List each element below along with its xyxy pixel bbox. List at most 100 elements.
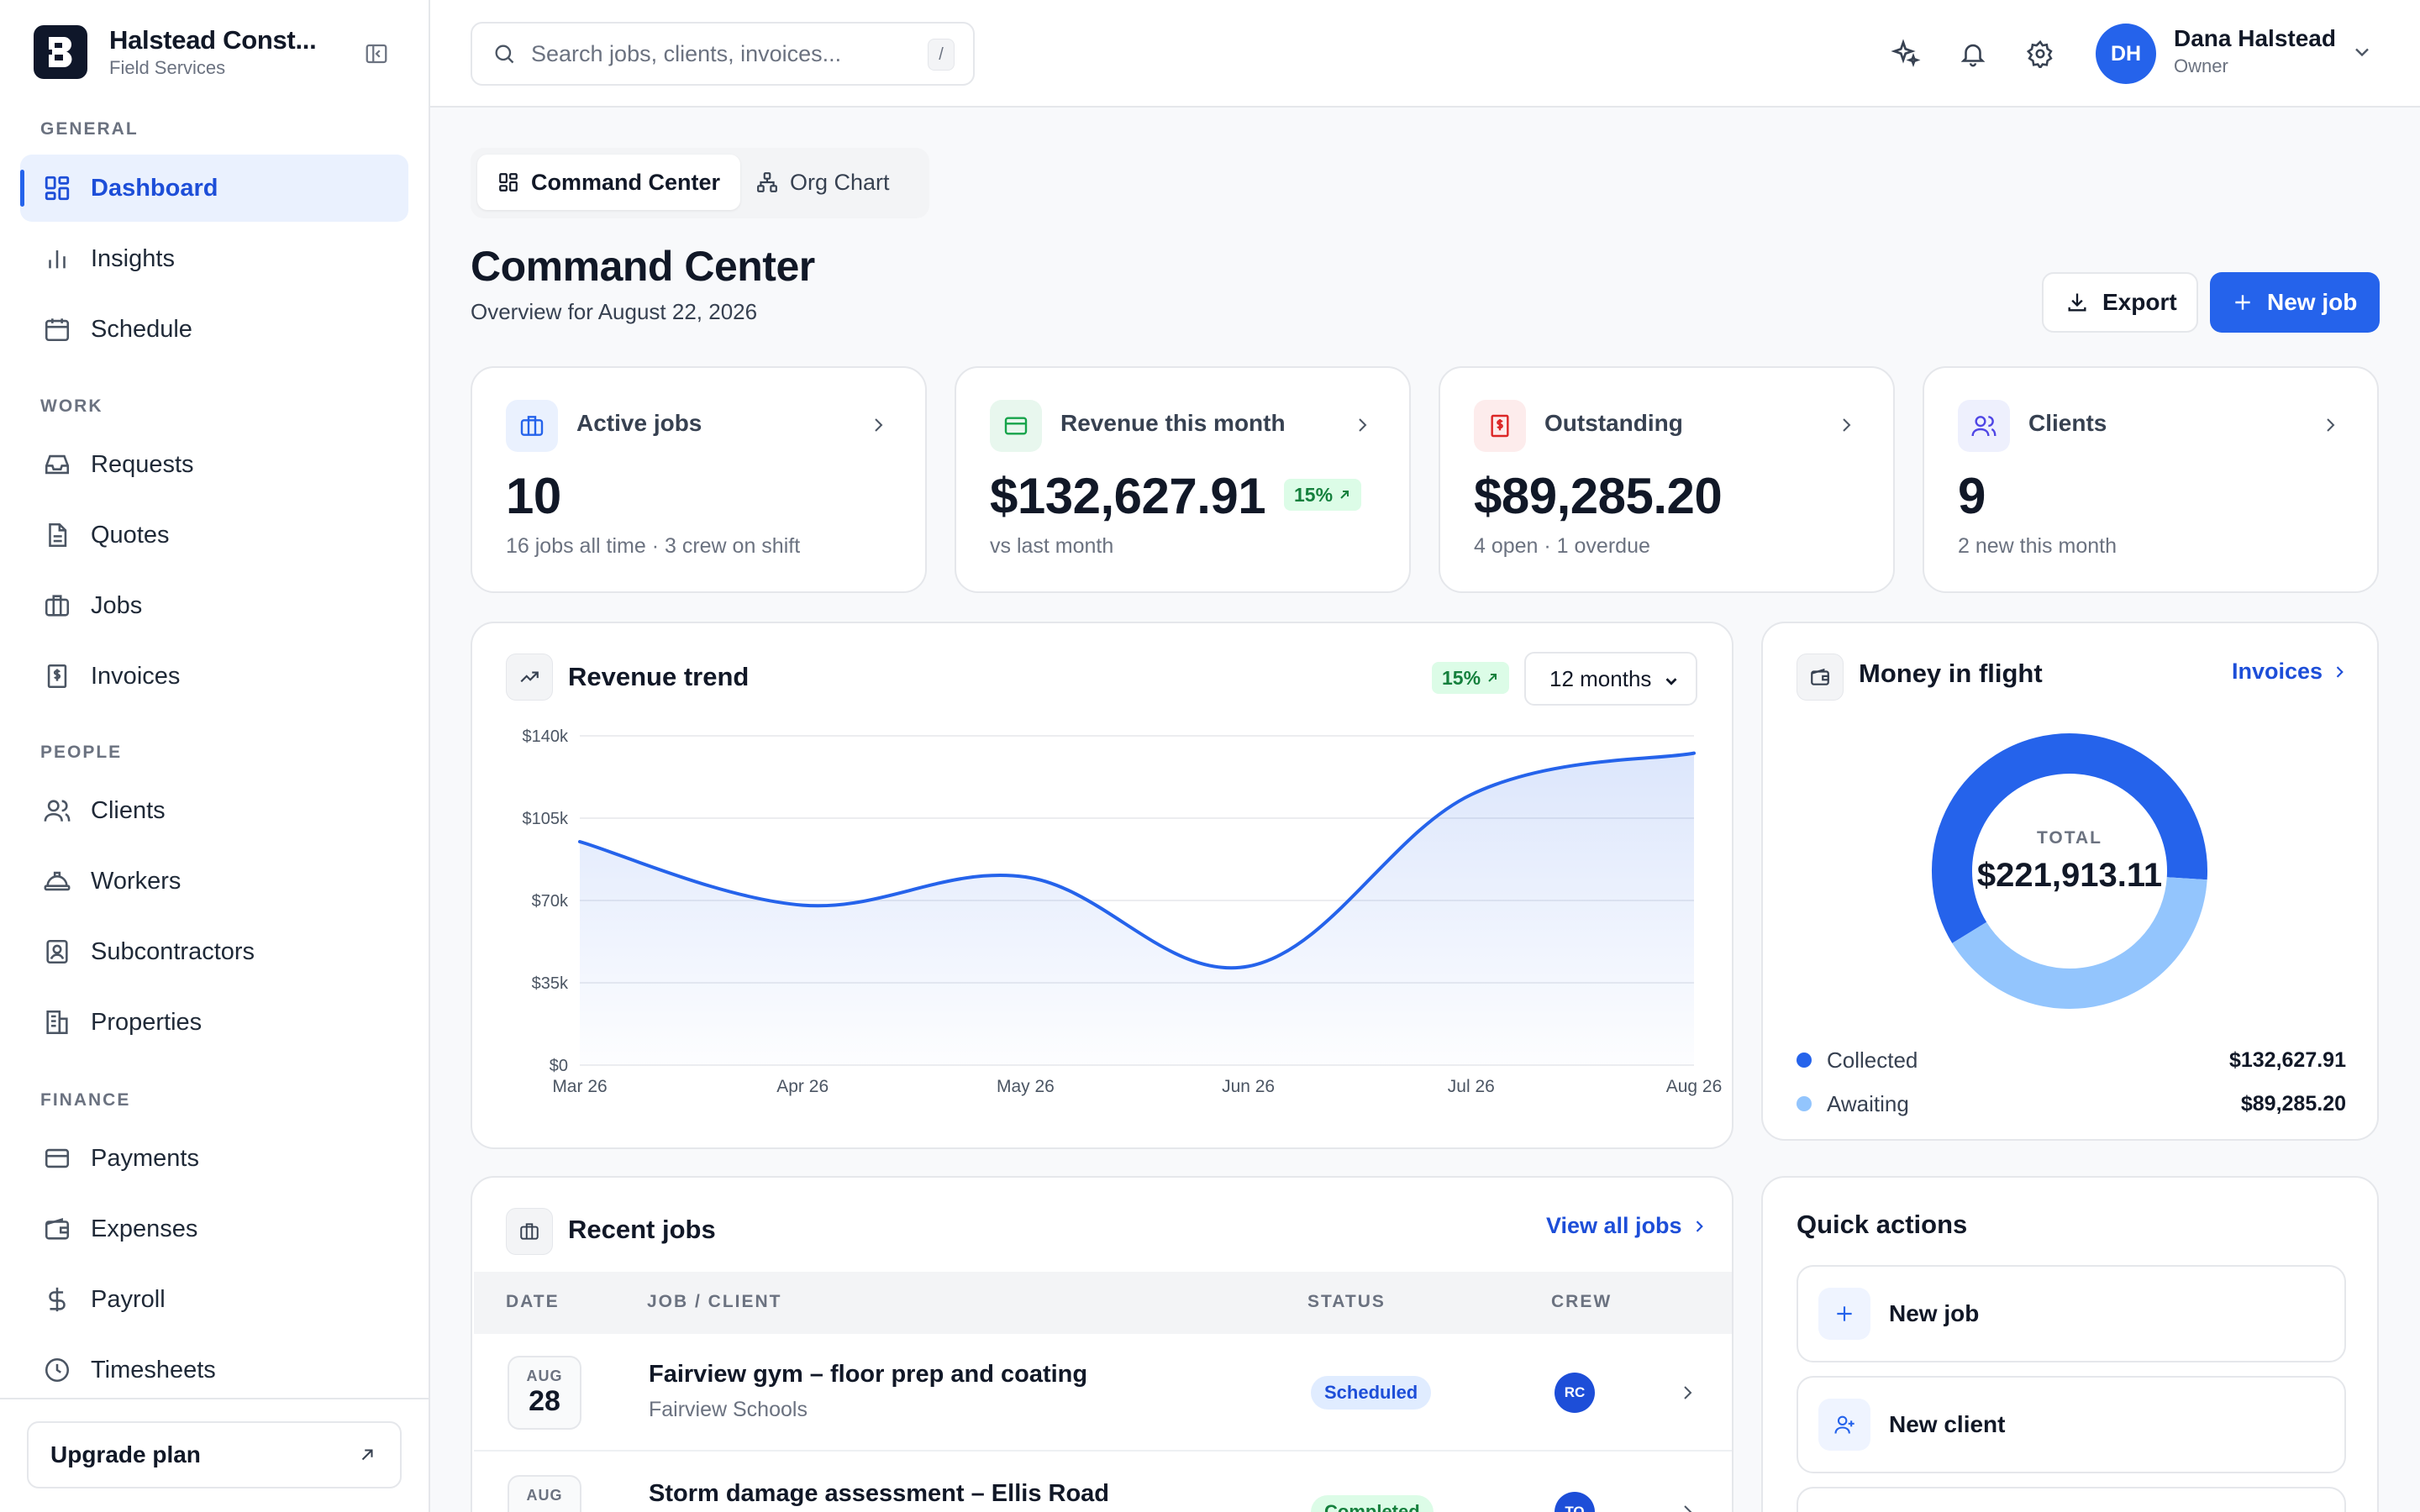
org-chart-icon [756,171,778,193]
sidebar-item-label: Payments [91,1144,199,1172]
recent-jobs-card: Recent jobs View all jobs DATE JOB / CLI… [471,1176,1733,1512]
user-plus-icon [1818,1399,1870,1451]
user-menu[interactable]: Dana Halstead Owner [2174,25,2336,77]
sidebar-item-schedule[interactable]: Schedule [20,296,408,363]
avatar[interactable]: DH [2096,24,2156,84]
chevron-right-icon [868,415,888,435]
y-tick-label: $140k [523,727,569,746]
trend-badge-label: 15% [1294,483,1334,506]
chevron-right-icon[interactable] [1677,1502,1697,1512]
x-tick-label: Apr 26 [776,1077,829,1096]
nav-section-finance: FINANCE [40,1090,131,1110]
logo [34,25,87,79]
stat-card-clients[interactable]: Clients 9 2 new this month [1923,366,2379,593]
quick-action-new-job[interactable]: New job [1797,1265,2346,1362]
table-row[interactable]: AUG 28 Fairview gym – floor prep and coa… [474,1334,1732,1452]
upgrade-plan-button[interactable]: Upgrade plan [27,1421,402,1488]
topbar: / DH Dana Halstead Owner [430,0,2420,108]
dollar-icon [40,1283,74,1316]
view-all-jobs-link[interactable]: View all jobs [1546,1213,1707,1239]
search-input[interactable] [531,40,901,67]
stat-card-outstanding[interactable]: Outstanding $89,285.20 4 open · 1 overdu… [1439,366,1895,593]
search-box[interactable]: / [471,22,975,86]
column-header: DATE [506,1292,560,1311]
legend-value: $89,285.20 [2240,1091,2346,1116]
sidebar-item-invoices[interactable]: Invoices [20,643,408,710]
stat-label: Outstanding [1544,410,1683,436]
x-tick-label: Aug 26 [1666,1077,1723,1096]
table-row[interactable]: AUG Storm damage assessment – Ellis Road… [474,1453,1732,1512]
quick-action-new-client[interactable]: New client [1797,1376,2346,1473]
stat-sub: 16 jobs all time · 3 crew on shift [506,534,801,558]
page-subtitle: Overview for August 22, 2026 [471,299,758,324]
trend-badge: 15% [1432,662,1510,694]
gear-icon[interactable] [2020,34,2060,74]
sidebar-item-requests[interactable]: Requests [20,431,408,498]
stat-sub: vs last month [990,534,1114,558]
revenue-trend-card: Revenue trend 15% 12 months $140k $105k $7… [471,622,1733,1149]
page-title: Command Center [471,243,815,290]
new-job-button[interactable]: New job [2210,272,2380,333]
briefcase-icon [506,400,558,452]
sidebar-item-label: Jobs [91,591,143,619]
stat-card-revenue[interactable]: Revenue this month $132,627.91 15% vs la… [955,366,1411,593]
invoices-link-label: Invoices [2232,659,2323,684]
briefcase-icon [40,589,74,622]
grid-icon [40,171,74,205]
revenue-line [578,751,1696,970]
stat-card-active-jobs[interactable]: Active jobs 10 16 jobs all time · 3 crew… [471,366,927,593]
sidebar-item-jobs[interactable]: Jobs [20,572,408,639]
job-date: AUG [508,1475,581,1512]
chevron-right-icon[interactable] [1677,1383,1697,1403]
brand[interactable]: Halstead Const... Field Services [34,25,317,79]
sidebar-item-payments[interactable]: Payments [20,1125,408,1192]
legend-value: $132,627.91 [2228,1047,2346,1072]
job-date: AUG 28 [508,1356,581,1430]
user-name: Dana Halstead [2174,25,2336,51]
chevron-right-icon [2336,665,2344,678]
chevron-down-icon[interactable] [2350,40,2374,64]
credit-card-icon [990,400,1042,452]
quick-action-more[interactable] [1797,1487,2346,1512]
sidebar-item-label: Timesheets [91,1356,216,1383]
sidebar-item-clients[interactable]: Clients [20,777,408,844]
sidebar-item-timesheets[interactable]: Timesheets [20,1336,408,1404]
sidebar-footer: Upgrade plan [0,1398,429,1512]
sidebar-item-insights[interactable]: Insights [20,225,408,292]
sidebar-item-workers[interactable]: Workers [20,848,408,915]
tab-command-center[interactable]: Command Center [477,155,741,210]
trend-badge-label: 15% [1442,666,1481,689]
invoices-link[interactable]: Invoices [2232,659,2348,685]
export-button[interactable]: Export [2042,272,2198,333]
x-tick-label: Mar 26 [552,1077,607,1096]
sidebar-item-dashboard[interactable]: Dashboard [20,155,408,222]
stat-value: $132,627.91 [990,468,1266,524]
range-select[interactable]: 12 months [1524,652,1697,706]
legend-label: Awaiting [1827,1090,1909,1116]
tab-label: Command Center [531,169,721,195]
sidebar-item-payroll[interactable]: Payroll [20,1266,408,1333]
crew-avatar: TO [1555,1492,1595,1512]
search-shortcut-key: / [928,39,955,71]
donut-slice-collected[interactable] [1932,733,2207,943]
table-header: DATE JOB / CLIENT STATUS CREW [474,1272,1732,1334]
sidebar-item-properties[interactable]: Properties [20,989,408,1056]
trending-up-icon [506,654,553,701]
hard-hat-icon [40,864,74,898]
sidebar-item-subcontractors[interactable]: Subcontractors [20,918,408,985]
sidebar-item-quotes[interactable]: Quotes [20,501,408,569]
sparkles-icon[interactable] [1886,34,1926,74]
donut-slice-awaiting[interactable] [1952,876,2207,1009]
sidebar-item-label: Quotes [91,521,170,549]
sidebar-item-expenses[interactable]: Expenses [20,1195,408,1263]
legend-collected: Collected $132,627.91 [1797,1043,2346,1077]
chevron-right-icon [1352,415,1372,435]
job-title: Storm damage assessment – Ellis Road [649,1480,1109,1507]
legend-dot [1797,1053,1812,1068]
sidebar-collapse-icon[interactable] [361,39,392,69]
stat-label: Clients [2028,410,2107,436]
job-client: Fairview Schools [649,1398,808,1421]
tab-org-chart[interactable]: Org Chart [736,155,910,210]
bell-icon[interactable] [1953,34,1993,74]
wallet-icon [40,1212,74,1246]
